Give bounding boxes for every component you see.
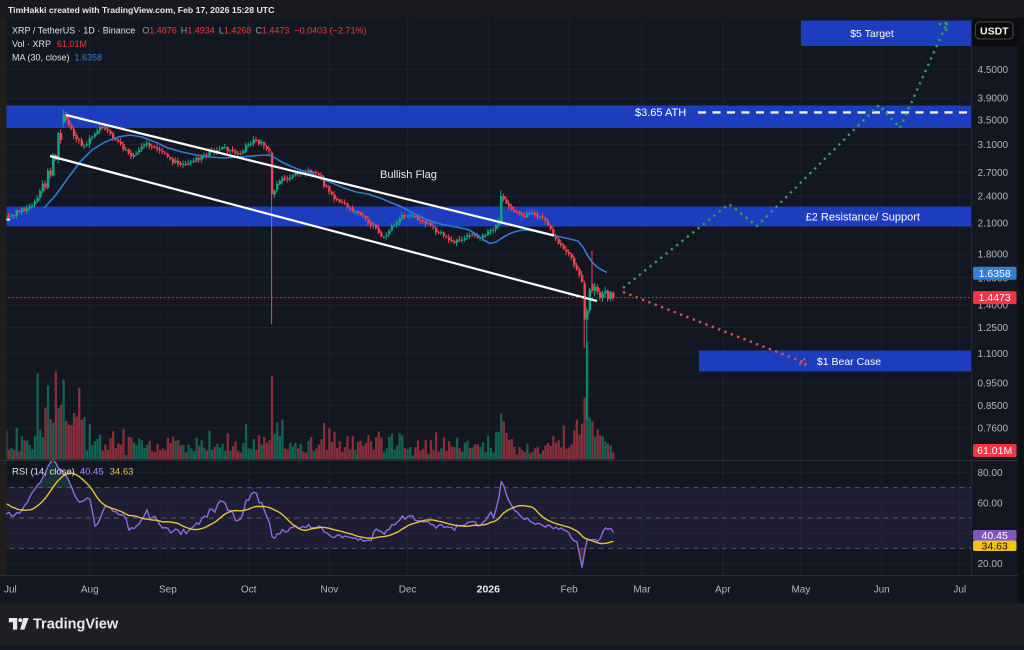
svg-text:1.1000: 1.1000: [978, 349, 1009, 360]
svg-text:34.63: 34.63: [982, 540, 1008, 552]
svg-text:Apr: Apr: [715, 585, 731, 596]
svg-text:0.8500: 0.8500: [978, 401, 1009, 412]
svg-text:60.00: 60.00: [978, 498, 1003, 509]
svg-text:Nov: Nov: [321, 585, 339, 596]
svg-text:Feb: Feb: [560, 585, 578, 596]
svg-text:1.4000: 1.4000: [978, 300, 1009, 311]
svg-text:Aug: Aug: [81, 585, 99, 596]
svg-text:£2 Resistance/ Support: £2 Resistance/ Support: [806, 212, 920, 224]
svg-text:Oct: Oct: [241, 585, 257, 596]
svg-text:80.00: 80.00: [978, 468, 1003, 479]
svg-text:3.1000: 3.1000: [978, 140, 1009, 151]
svg-text:2.4000: 2.4000: [978, 192, 1009, 203]
svg-text:4.5000: 4.5000: [978, 65, 1009, 76]
svg-text:Dec: Dec: [399, 585, 417, 596]
svg-text:40.45: 40.45: [982, 530, 1008, 542]
svg-text:2.7000: 2.7000: [978, 168, 1009, 179]
svg-text:Jul: Jul: [953, 585, 966, 596]
svg-text:$5 Target: $5 Target: [850, 28, 894, 40]
svg-text:Bullish Flag: Bullish Flag: [380, 169, 437, 181]
svg-text:$3.65 ATH: $3.65 ATH: [635, 107, 686, 119]
svg-text:Mar: Mar: [633, 585, 651, 596]
svg-text:USDT: USDT: [980, 26, 1009, 38]
svg-text:1.8000: 1.8000: [978, 250, 1009, 261]
svg-text:TimHakki created with TradingV: TimHakki created with TradingView.com, F…: [8, 5, 275, 15]
svg-text:Jun: Jun: [874, 585, 890, 596]
svg-text:Jul: Jul: [4, 585, 17, 596]
svg-text:1.4473: 1.4473: [979, 292, 1011, 304]
svg-text:Sep: Sep: [159, 585, 177, 596]
svg-text:May: May: [791, 585, 810, 596]
svg-text:0.9500: 0.9500: [978, 378, 1009, 389]
svg-text:$1 Bear Case: $1 Bear Case: [817, 356, 881, 368]
svg-text:1.2500: 1.2500: [978, 323, 1009, 334]
svg-text:3.9000: 3.9000: [978, 94, 1009, 105]
svg-text:TradingView: TradingView: [33, 617, 119, 633]
svg-text:3.5000: 3.5000: [978, 116, 1009, 127]
svg-text:1.6358: 1.6358: [979, 268, 1011, 280]
svg-text:61.01M: 61.01M: [977, 445, 1012, 457]
svg-text:2026: 2026: [477, 584, 501, 596]
svg-text:20.00: 20.00: [978, 559, 1003, 570]
svg-text:0.7600: 0.7600: [978, 423, 1009, 434]
svg-text:MA (30, close)1.6358: MA (30, close) 1.6358: [12, 53, 102, 63]
svg-text:2.1000: 2.1000: [978, 219, 1009, 230]
